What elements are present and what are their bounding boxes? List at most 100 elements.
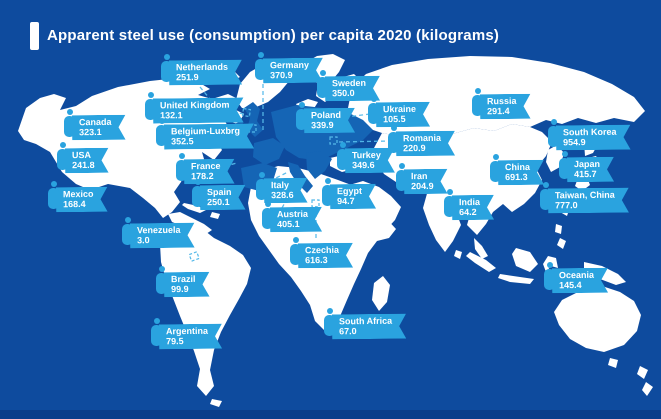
location-pin-icon (490, 154, 501, 182)
country-name: USA (71, 149, 92, 161)
country-value: 79.5 (165, 336, 184, 347)
country-name: India (458, 196, 481, 208)
country-label-czechia: Czechia 616.3 (290, 237, 353, 268)
country-value: 168.4 (62, 198, 86, 210)
country-value: 616.3 (304, 254, 328, 266)
country-label-south-africa: South Africa 67.0 (324, 308, 406, 339)
continent-south-america (160, 222, 251, 396)
country-label-usa: USA 241.8 (57, 142, 109, 173)
country-name: Spain (206, 186, 232, 198)
location-pin-icon (57, 142, 68, 170)
country-flag-banner: Russia 291.4 (480, 94, 531, 120)
country-label-germany: Germany 370.9 (255, 52, 323, 83)
country-name: Austria (276, 208, 309, 220)
country-flag-banner: Germany 370.9 (263, 58, 323, 84)
country-value: 291.4 (486, 105, 510, 117)
country-label-sweden: Sweden 350.0 (317, 70, 380, 101)
location-pin-icon (296, 102, 307, 130)
location-pin-icon (322, 178, 333, 206)
country-flag-banner: South Korea 954.9 (556, 125, 631, 151)
island-hispaniola (210, 212, 220, 219)
country-label-romania: Romania 220.9 (388, 125, 455, 156)
country-value: 220.9 (402, 142, 426, 154)
country-name: Venezuela (136, 224, 181, 236)
country-name: France (190, 160, 221, 172)
country-label-belgium-luxbrg: Belgium-Luxbrg 352.5 (156, 118, 254, 149)
country-flag-banner: Venezuela 3.0 (130, 223, 195, 249)
country-value: 132.1 (159, 110, 183, 121)
location-pin-icon (48, 181, 59, 209)
country-flag-banner: China 691.3 (498, 160, 544, 185)
country-flag-banner: India 64.2 (452, 195, 494, 220)
country-name: Mexico (62, 188, 94, 200)
country-value: 350.0 (331, 87, 355, 99)
country-name: Germany (269, 59, 310, 71)
country-flag-banner: Spain 250.1 (200, 185, 246, 210)
country-label-south-korea: South Korea 954.9 (548, 119, 631, 150)
country-flag-banner: Argentina 79.5 (159, 324, 222, 350)
country-flag-banner: Turkey 349.6 (345, 148, 395, 174)
country-flag-banner: Oceania 145.4 (552, 268, 608, 294)
location-pin-icon (64, 109, 75, 137)
country-value: 352.5 (170, 136, 194, 147)
location-pin-icon (192, 179, 203, 207)
country-value: 204.9 (410, 180, 434, 192)
island-sri-lanka (454, 250, 462, 259)
islands-indonesia (466, 248, 626, 285)
country-value: 3.0 (136, 235, 150, 246)
region-france (253, 138, 285, 165)
location-pin-icon (317, 70, 328, 98)
country-flag-banner: Egypt 94.7 (330, 184, 376, 209)
country-name: Ukraine (382, 103, 417, 115)
location-pin-icon (156, 266, 167, 294)
country-flag-banner: Netherlands 251.9 (169, 60, 242, 86)
country-name: Romania (402, 132, 442, 144)
country-label-ukraine: Ukraine 105.5 (368, 96, 430, 127)
country-value: 323.1 (78, 126, 102, 138)
country-flag-banner: Austria 405.1 (270, 207, 322, 233)
country-value: 241.8 (71, 159, 95, 171)
country-label-argentina: Argentina 79.5 (151, 318, 222, 349)
country-value: 64.2 (458, 206, 477, 218)
country-name: Iran (410, 170, 428, 182)
region-malay-peninsula (474, 238, 488, 259)
location-pin-icon (122, 217, 133, 245)
country-value: 328.6 (270, 189, 294, 201)
country-label-spain: Spain 250.1 (192, 179, 246, 210)
islands-new-zealand (637, 366, 653, 396)
country-flag-banner: United Kingdom 132.1 (153, 98, 244, 124)
country-label-iran: Iran 204.9 (396, 163, 448, 194)
islands-philippines (555, 224, 566, 249)
location-pin-icon (176, 153, 187, 181)
location-pin-icon (548, 119, 559, 147)
country-flag-banner: Italy 328.6 (264, 178, 308, 203)
island-cuba (182, 203, 206, 213)
country-value: 94.7 (336, 195, 355, 207)
country-value: 691.3 (504, 171, 528, 183)
location-pin-icon (337, 142, 348, 170)
country-label-brazil: Brazil 99.9 (156, 266, 210, 297)
country-name: South Africa (338, 315, 393, 327)
country-label-china: China 691.3 (490, 154, 544, 185)
country-label-taiwan-china: Taiwan, China 777.0 (540, 182, 629, 213)
country-name: Japan (573, 158, 601, 170)
country-flag-banner: Brazil 99.9 (164, 272, 210, 297)
country-name: Egypt (336, 185, 363, 197)
country-name: Russia (486, 95, 517, 107)
country-label-turkey: Turkey 349.6 (337, 142, 395, 173)
location-pin-icon (161, 54, 172, 82)
country-flag-banner: Belgium-Luxbrg 352.5 (164, 124, 254, 150)
country-label-italy: Italy 328.6 (256, 172, 308, 203)
country-value: 370.9 (269, 70, 293, 81)
country-value: 954.9 (562, 137, 586, 148)
country-flag-banner: Czechia 616.3 (298, 243, 353, 269)
title-accent-bar (30, 22, 39, 50)
country-label-austria: Austria 405.1 (262, 201, 322, 232)
location-pin-icon (559, 151, 570, 179)
location-pin-icon (388, 125, 399, 153)
country-value: 339.9 (310, 119, 334, 131)
country-flag-banner: France 178.2 (184, 159, 235, 185)
country-value: 250.1 (206, 196, 230, 208)
country-label-france: France 178.2 (176, 153, 235, 184)
